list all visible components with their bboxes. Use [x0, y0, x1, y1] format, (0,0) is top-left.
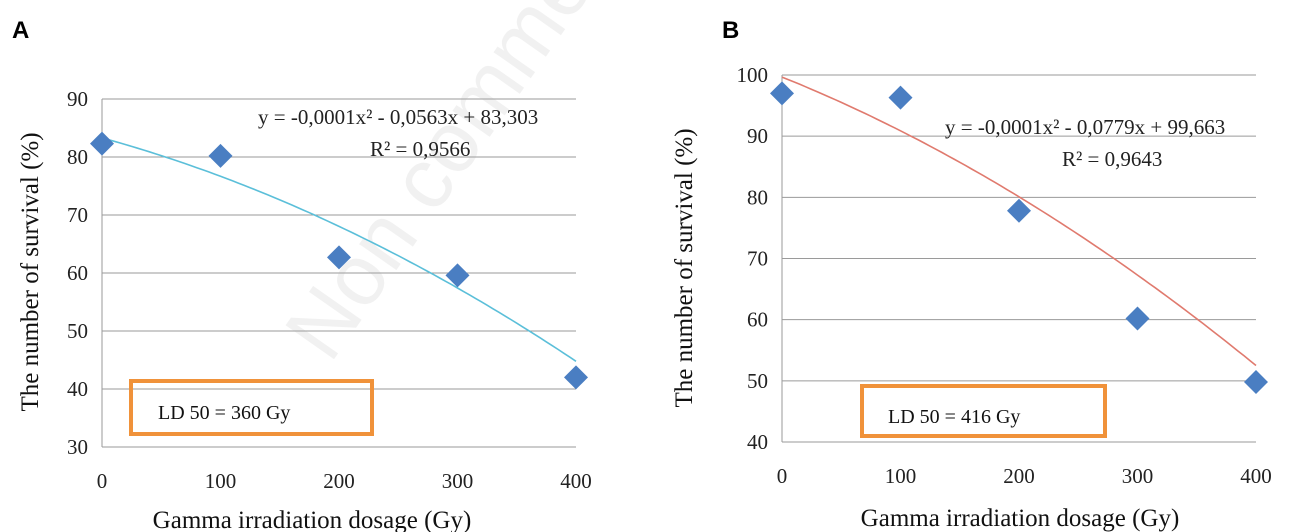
panel-label: B	[722, 17, 739, 44]
data-point-marker	[1244, 370, 1268, 395]
trendline	[781, 76, 1257, 367]
y-tick-label: 60	[747, 308, 768, 332]
data-point-marker	[564, 365, 588, 390]
panel-label: A	[12, 17, 29, 44]
y-axis-title: The number of survival (%)	[17, 132, 44, 411]
y-axis-title: The number of survival (%)	[671, 128, 698, 407]
y-tick-labels: 40 50 60 70 80 90 100	[737, 63, 769, 454]
trend-equation: y = -0,0001x² - 0,0563x + 83,303	[258, 105, 538, 129]
x-tick-label: 300	[442, 469, 474, 493]
x-tick-label: 200	[1003, 464, 1035, 488]
y-tick-label: 70	[67, 203, 88, 227]
trendline	[101, 137, 577, 362]
y-tick-label: 30	[67, 435, 88, 459]
x-tick-labels: 0 100 200 300 400	[97, 469, 592, 493]
watermark-text: Non commercial	[267, 0, 702, 376]
y-tick-label: 100	[737, 63, 769, 87]
data-point-marker	[1125, 306, 1150, 331]
x-tick-labels: 0 100 200 300 400	[777, 464, 1272, 488]
x-axis-title: Gamma irradiation dosage (Gy)	[153, 507, 472, 532]
gridlines	[101, 98, 576, 448]
data-points	[90, 131, 588, 390]
x-tick-label: 0	[777, 464, 788, 488]
data-point-marker	[90, 131, 114, 156]
y-tick-label: 90	[747, 124, 768, 148]
y-tick-label: 80	[747, 185, 768, 209]
gridlines	[781, 74, 1256, 443]
x-tick-label: 400	[560, 469, 592, 493]
data-point-marker	[770, 81, 794, 106]
y-tick-label: 40	[67, 377, 88, 401]
y-tick-labels: 30 40 50 60 70 80 90	[67, 87, 88, 459]
ld50-box	[129, 379, 374, 436]
y-tick-label: 40	[747, 430, 768, 454]
x-tick-label: 400	[1240, 464, 1272, 488]
trend-equation: y = -0,0001x² - 0,0779x + 99,663	[945, 115, 1225, 139]
x-tick-label: 100	[885, 464, 917, 488]
trendline-curve	[781, 76, 1257, 367]
y-tick-label: 80	[67, 145, 88, 169]
chart-panel-b: B 40 50 60 70 80 90 100 0 100 200 300 400 Gamma ir…	[671, 17, 1272, 532]
ld50-box	[860, 384, 1107, 438]
x-tick-label: 300	[1122, 464, 1154, 488]
data-point-marker	[888, 85, 913, 110]
x-tick-label: 0	[97, 469, 108, 493]
chart-panel-a: A 30 40 50 60 70 80 90 0 100 200 300 400 Gamma irr…	[12, 17, 592, 532]
r-squared: R² = 0,9566	[370, 137, 470, 161]
data-points	[770, 81, 1268, 395]
data-point-marker	[1007, 198, 1031, 223]
r-squared: R² = 0,9643	[1062, 147, 1162, 171]
y-tick-label: 60	[67, 261, 88, 285]
ld50-label: LD 50 = 360 Gy	[158, 402, 290, 424]
data-point-marker	[208, 143, 233, 168]
x-tick-label: 200	[323, 469, 355, 493]
y-tick-label: 50	[67, 319, 88, 343]
x-tick-label: 100	[205, 469, 237, 493]
trendline-curve	[101, 137, 577, 362]
y-tick-label: 70	[747, 247, 768, 271]
ld50-label: LD 50 = 416 Gy	[888, 406, 1020, 428]
y-tick-label: 50	[747, 369, 768, 393]
data-point-marker	[445, 263, 470, 288]
x-axis-title: Gamma irradiation dosage (Gy)	[861, 505, 1180, 532]
data-point-marker	[327, 245, 351, 270]
y-tick-label: 90	[67, 87, 88, 111]
